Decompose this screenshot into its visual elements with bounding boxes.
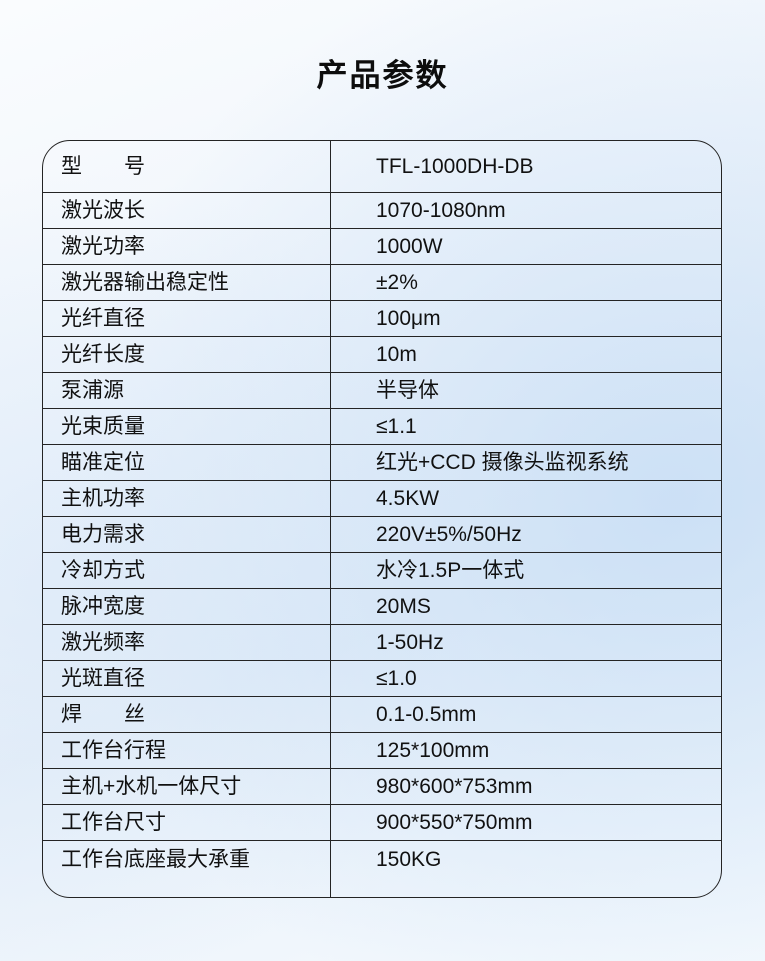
spec-label: 光斑直径 bbox=[43, 661, 331, 696]
spec-label: 泵浦源 bbox=[43, 373, 331, 408]
spec-label: 激光功率 bbox=[43, 229, 331, 264]
table-row: 主机功率 4.5KW bbox=[43, 481, 721, 517]
spec-value: 220V±5%/50Hz bbox=[376, 523, 522, 546]
spec-value: TFL-1000DH-DB bbox=[376, 155, 534, 178]
table-row: 工作台行程 125*100mm bbox=[43, 733, 721, 769]
spec-value: 0.1-0.5mm bbox=[376, 703, 477, 726]
spec-label: 光束质量 bbox=[43, 409, 331, 444]
spec-label: 型 号 bbox=[43, 141, 331, 192]
spec-label: 工作台尺寸 bbox=[43, 805, 331, 840]
table-row: 主机+水机一体尺寸 980*600*753mm bbox=[43, 769, 721, 805]
table-row: 型 号 TFL-1000DH-DB bbox=[43, 141, 721, 193]
table-row: 泵浦源 半导体 bbox=[43, 373, 721, 409]
table-row: 电力需求 220V±5%/50Hz bbox=[43, 517, 721, 553]
spec-label: 焊 丝 bbox=[43, 697, 331, 732]
table-row: 激光器输出稳定性 ±2% bbox=[43, 265, 721, 301]
spec-value: 10m bbox=[376, 343, 417, 366]
spec-value: 150KG bbox=[376, 848, 442, 871]
spec-label: 脉冲宽度 bbox=[43, 589, 331, 624]
table-row: 光纤直径 100μm bbox=[43, 301, 721, 337]
table-row: 工作台尺寸 900*550*750mm bbox=[43, 805, 721, 841]
spec-label: 激光器输出稳定性 bbox=[43, 265, 331, 300]
table-row: 激光频率 1-50Hz bbox=[43, 625, 721, 661]
table-row: 光纤长度 10m bbox=[43, 337, 721, 373]
spec-label: 光纤直径 bbox=[43, 301, 331, 336]
spec-label: 主机功率 bbox=[43, 481, 331, 516]
table-row: 脉冲宽度 20MS bbox=[43, 589, 721, 625]
spec-value: 1000W bbox=[376, 235, 443, 258]
spec-value: 20MS bbox=[376, 595, 431, 618]
spec-label: 工作台底座最大承重 bbox=[43, 841, 331, 897]
table-row: 激光功率 1000W bbox=[43, 229, 721, 265]
spec-value: 4.5KW bbox=[376, 487, 440, 510]
spec-label: 电力需求 bbox=[43, 517, 331, 552]
spec-value: 980*600*753mm bbox=[376, 775, 533, 798]
spec-label: 激光波长 bbox=[43, 193, 331, 228]
table-row: 激光波长 1070-1080nm bbox=[43, 193, 721, 229]
spec-label: 工作台行程 bbox=[43, 733, 331, 768]
table-row: 瞄准定位 红光+CCD 摄像头监视系统 bbox=[43, 445, 721, 481]
spec-value: 1070-1080nm bbox=[376, 199, 506, 222]
spec-label: 激光频率 bbox=[43, 625, 331, 660]
spec-label: 主机+水机一体尺寸 bbox=[43, 769, 331, 804]
spec-value: 水冷1.5P一体式 bbox=[376, 559, 525, 582]
spec-label: 瞄准定位 bbox=[43, 445, 331, 480]
table-row: 光束质量 ≤1.1 bbox=[43, 409, 721, 445]
spec-label: 冷却方式 bbox=[43, 553, 331, 588]
spec-value: 1-50Hz bbox=[376, 631, 444, 654]
spec-value: 100μm bbox=[376, 307, 441, 330]
spec-value: ≤1.1 bbox=[376, 415, 417, 438]
table-row: 焊 丝 0.1-0.5mm bbox=[43, 697, 721, 733]
spec-label: 光纤长度 bbox=[43, 337, 331, 372]
spec-value: ±2% bbox=[376, 271, 418, 294]
spec-value: 900*550*750mm bbox=[376, 811, 533, 834]
spec-value: 125*100mm bbox=[376, 739, 490, 762]
page-title: 产品参数 bbox=[316, 58, 449, 93]
spec-value: 红光+CCD 摄像头监视系统 bbox=[376, 451, 629, 474]
table-row: 光斑直径 ≤1.0 bbox=[43, 661, 721, 697]
spec-value: 半导体 bbox=[376, 379, 439, 402]
table-row: 冷却方式 水冷1.5P一体式 bbox=[43, 553, 721, 589]
product-spec-table: 型 号 TFL-1000DH-DB 激光波长 1070-1080nm 激光功率 1000W… bbox=[42, 140, 722, 898]
spec-value: ≤1.0 bbox=[376, 667, 417, 690]
table-row: 工作台底座最大承重 150KG bbox=[43, 841, 721, 897]
